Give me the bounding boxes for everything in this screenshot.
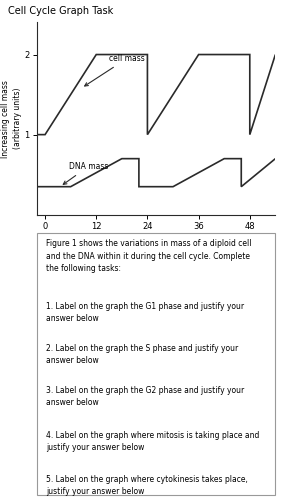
Text: 1. Label on the graph the G1 phase and justify your
answer below: 1. Label on the graph the G1 phase and j… (46, 302, 244, 324)
Y-axis label: Increasing cell mass
(arbitrary units): Increasing cell mass (arbitrary units) (1, 80, 22, 158)
Text: Figure 1 shows the variations in mass of a diploid cell
and the DNA within it du: Figure 1 shows the variations in mass of… (46, 240, 251, 272)
FancyBboxPatch shape (37, 233, 275, 495)
Text: 5. Label on the graph where cytokinesis takes place,
justify your answer below: 5. Label on the graph where cytokinesis … (46, 476, 248, 496)
Text: 4. Label on the graph where mitosis is taking place and
justify your answer belo: 4. Label on the graph where mitosis is t… (46, 431, 259, 452)
Text: 2. Label on the graph the S phase and justify your
answer below: 2. Label on the graph the S phase and ju… (46, 344, 238, 366)
Text: 3. Label on the graph the G2 phase and justify your
answer below: 3. Label on the graph the G2 phase and j… (46, 386, 244, 407)
Text: cell mass: cell mass (85, 54, 145, 86)
Text: Cell Cycle Graph Task: Cell Cycle Graph Task (8, 6, 114, 16)
X-axis label: Time (hours): Time (hours) (126, 234, 186, 242)
Text: DNA mass: DNA mass (63, 162, 108, 184)
